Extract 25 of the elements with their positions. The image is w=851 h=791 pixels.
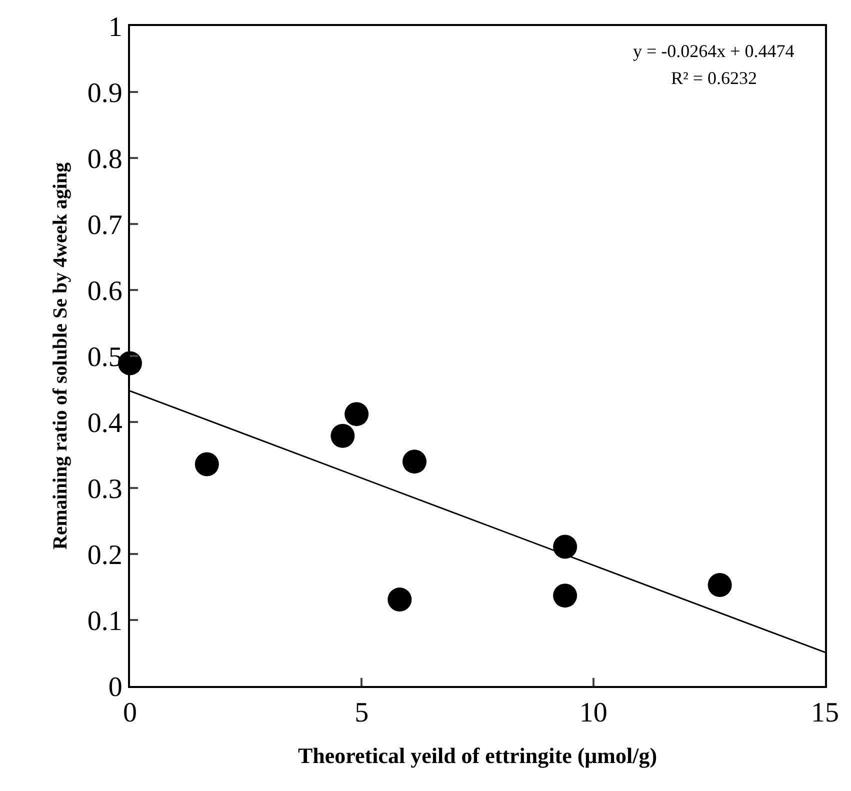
y-tick-label: 0: [108, 672, 122, 703]
y-tick-label: 1: [108, 12, 122, 43]
y-tick-label: 0.7: [87, 210, 122, 241]
annotation: R² = 0.6232: [671, 68, 758, 88]
point: [194, 452, 219, 476]
y-axis-title: Remaining ratio of soluble Se by 4week aging: [49, 162, 72, 550]
y-tick-label: 0.6: [87, 276, 122, 307]
x-tick-label: 5: [354, 698, 369, 729]
point: [708, 573, 732, 598]
y-tick-label: 0.8: [87, 144, 122, 175]
y-tick-label: 0.3: [87, 474, 122, 505]
point: [402, 450, 426, 474]
point: [553, 534, 578, 559]
y-tick-label: 0.9: [87, 78, 122, 109]
point: [553, 584, 578, 608]
annotation: y = -0.0264x + 0.4474: [633, 41, 794, 61]
point: [330, 424, 355, 448]
y-tick-label: 0.4: [87, 408, 122, 439]
y-tick-label: 0.2: [87, 540, 122, 571]
point: [344, 402, 369, 426]
x-axis-title: Theoretical yeild of ettringite (μmol/g): [298, 743, 658, 768]
x-tick-label: 10: [579, 698, 608, 729]
point: [388, 588, 412, 612]
x-tick-label: 15: [811, 698, 839, 729]
y-tick-label: 0.1: [87, 606, 122, 637]
